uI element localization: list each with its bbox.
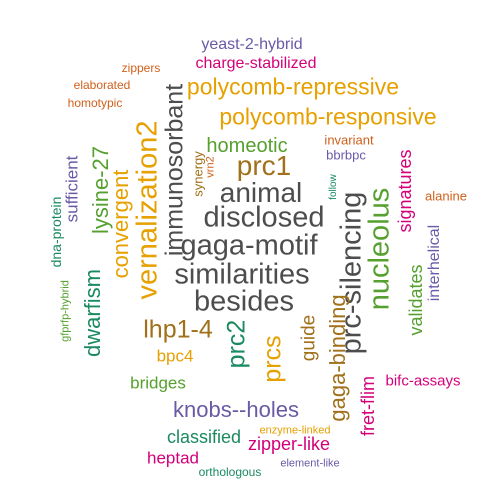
word-alanine: alanine (425, 188, 467, 204)
word-vrn2: synergy (190, 151, 206, 197)
word-polycomb-repressive: polycomb-repressive (186, 73, 400, 100)
word-elaborated: elaborated (73, 78, 131, 92)
word-synergy: immunosorbant (160, 83, 189, 257)
word-vernalization2: convergent (108, 169, 133, 279)
word-classified: enzyme-linked (259, 424, 331, 437)
word-zipper-like: classified (166, 427, 242, 447)
word-similarities: similarities (174, 258, 310, 291)
word-element-like: heptad (147, 448, 199, 468)
word-lhp1-4: lhp1-4 (143, 315, 213, 344)
word-prc1: prc1 (236, 150, 292, 181)
word-fret-flim: fret-flim (358, 376, 378, 436)
word-signatures: signatures (395, 149, 415, 233)
word-charge-stabilized: charge-stabilized (195, 55, 317, 72)
word-bpc4: guide (298, 314, 320, 362)
word-sufficient: dna-protein (48, 196, 64, 268)
word-dwarfism: gfprfp-hybrid (59, 280, 72, 342)
word-disclosed: disclosed (203, 201, 325, 234)
word-gaga-binding: nucleolus (363, 187, 396, 311)
word-besides: besides (194, 285, 294, 318)
word-homotypic: homotypic (67, 96, 123, 110)
word-invariant: invariant (324, 132, 374, 148)
word-gfprfp-hybrid: sufficient (62, 155, 82, 223)
word-yeast-2-hybrid: yeast-2-hybrid (201, 36, 303, 53)
word-dna-protein: orthologous (198, 465, 262, 479)
word-animal: animal (219, 177, 303, 208)
word-prcs: prc2 (222, 319, 251, 369)
word-lysine-27: dwarfism (80, 268, 105, 358)
word-heptad: zipper-like (247, 434, 331, 454)
word-polycomb-responsive: polycomb-responsive (219, 103, 437, 130)
word-prc2: vrn2 (204, 156, 217, 178)
word-nucleolus: gaga-binding (325, 294, 350, 422)
word-orthologous: element-like (280, 457, 340, 470)
word-gaga-motif: gaga-motif (180, 229, 318, 262)
word-bifc-assays: bridges (130, 373, 186, 393)
word-bridges: bpc4 (156, 346, 194, 366)
word-knobs--holes: bifc-assays (385, 372, 461, 390)
word-validates: validates (406, 264, 426, 336)
word-enzyme-linked: knobs--holes (173, 397, 299, 422)
word-immunosorbant: vernalization2 (131, 120, 164, 300)
word-interhelical: interhelical (426, 224, 443, 302)
word-homeotic: homeotic (206, 135, 288, 157)
word-guide: prcs (258, 335, 287, 383)
word-zippers: zippers (121, 61, 161, 75)
word-bbrbpc: bbrbpc (326, 147, 366, 163)
